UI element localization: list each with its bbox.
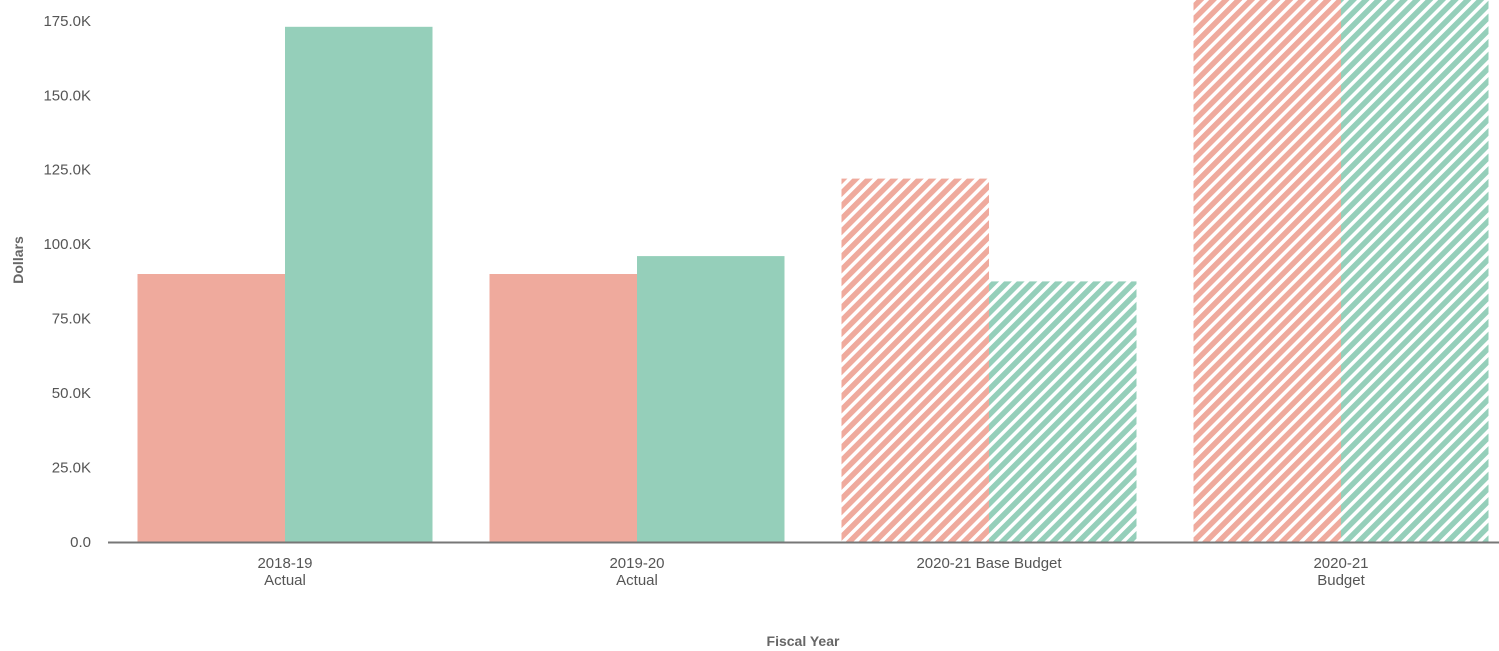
y-axis-ticks: 0.0 25.0K 50.0K 75.0K 100.0K 125.0K 150.0K 175.… <box>43 13 91 551</box>
bar <box>637 256 785 542</box>
x-axis-title: Fiscal Year <box>767 633 840 649</box>
y-tick-label: 0.0 <box>70 534 91 551</box>
x-tick-label-line: 2020-21 Base Budget <box>916 555 1062 572</box>
x-tick-label-line: 2018-19 <box>257 555 312 572</box>
bar <box>285 26 433 543</box>
bar <box>1341 0 1489 542</box>
y-tick-label: 150.0K <box>43 87 91 104</box>
x-tick-label: 2019-20 Actual <box>609 555 664 589</box>
y-tick-label: 50.0K <box>52 385 91 402</box>
x-tick-label-line: 2020-21 <box>1313 555 1368 572</box>
y-tick-label: 75.0K <box>52 311 91 328</box>
y-tick-label: 100.0K <box>43 236 91 253</box>
bars-layer <box>137 0 1489 543</box>
x-tick-label-line: 2019-20 <box>609 555 664 572</box>
y-tick-label: 175.0K <box>43 13 91 30</box>
x-tick-label: 2020-21 Base Budget <box>916 555 1062 572</box>
bar <box>989 281 1137 542</box>
bar <box>137 274 285 542</box>
y-axis-title: Dollars <box>10 236 26 284</box>
x-tick-label: 2020-21 Budget <box>1313 555 1368 589</box>
y-tick-label: 25.0K <box>52 460 91 477</box>
x-tick-label: 2018-19 Actual <box>257 555 312 589</box>
x-tick-label-line: Actual <box>616 572 658 589</box>
bar <box>1193 0 1341 542</box>
y-tick-label: 125.0K <box>43 162 91 179</box>
x-tick-label-line: Budget <box>1317 572 1365 589</box>
bar <box>841 178 989 542</box>
x-tick-label-line: Actual <box>264 572 306 589</box>
bar <box>489 274 637 542</box>
